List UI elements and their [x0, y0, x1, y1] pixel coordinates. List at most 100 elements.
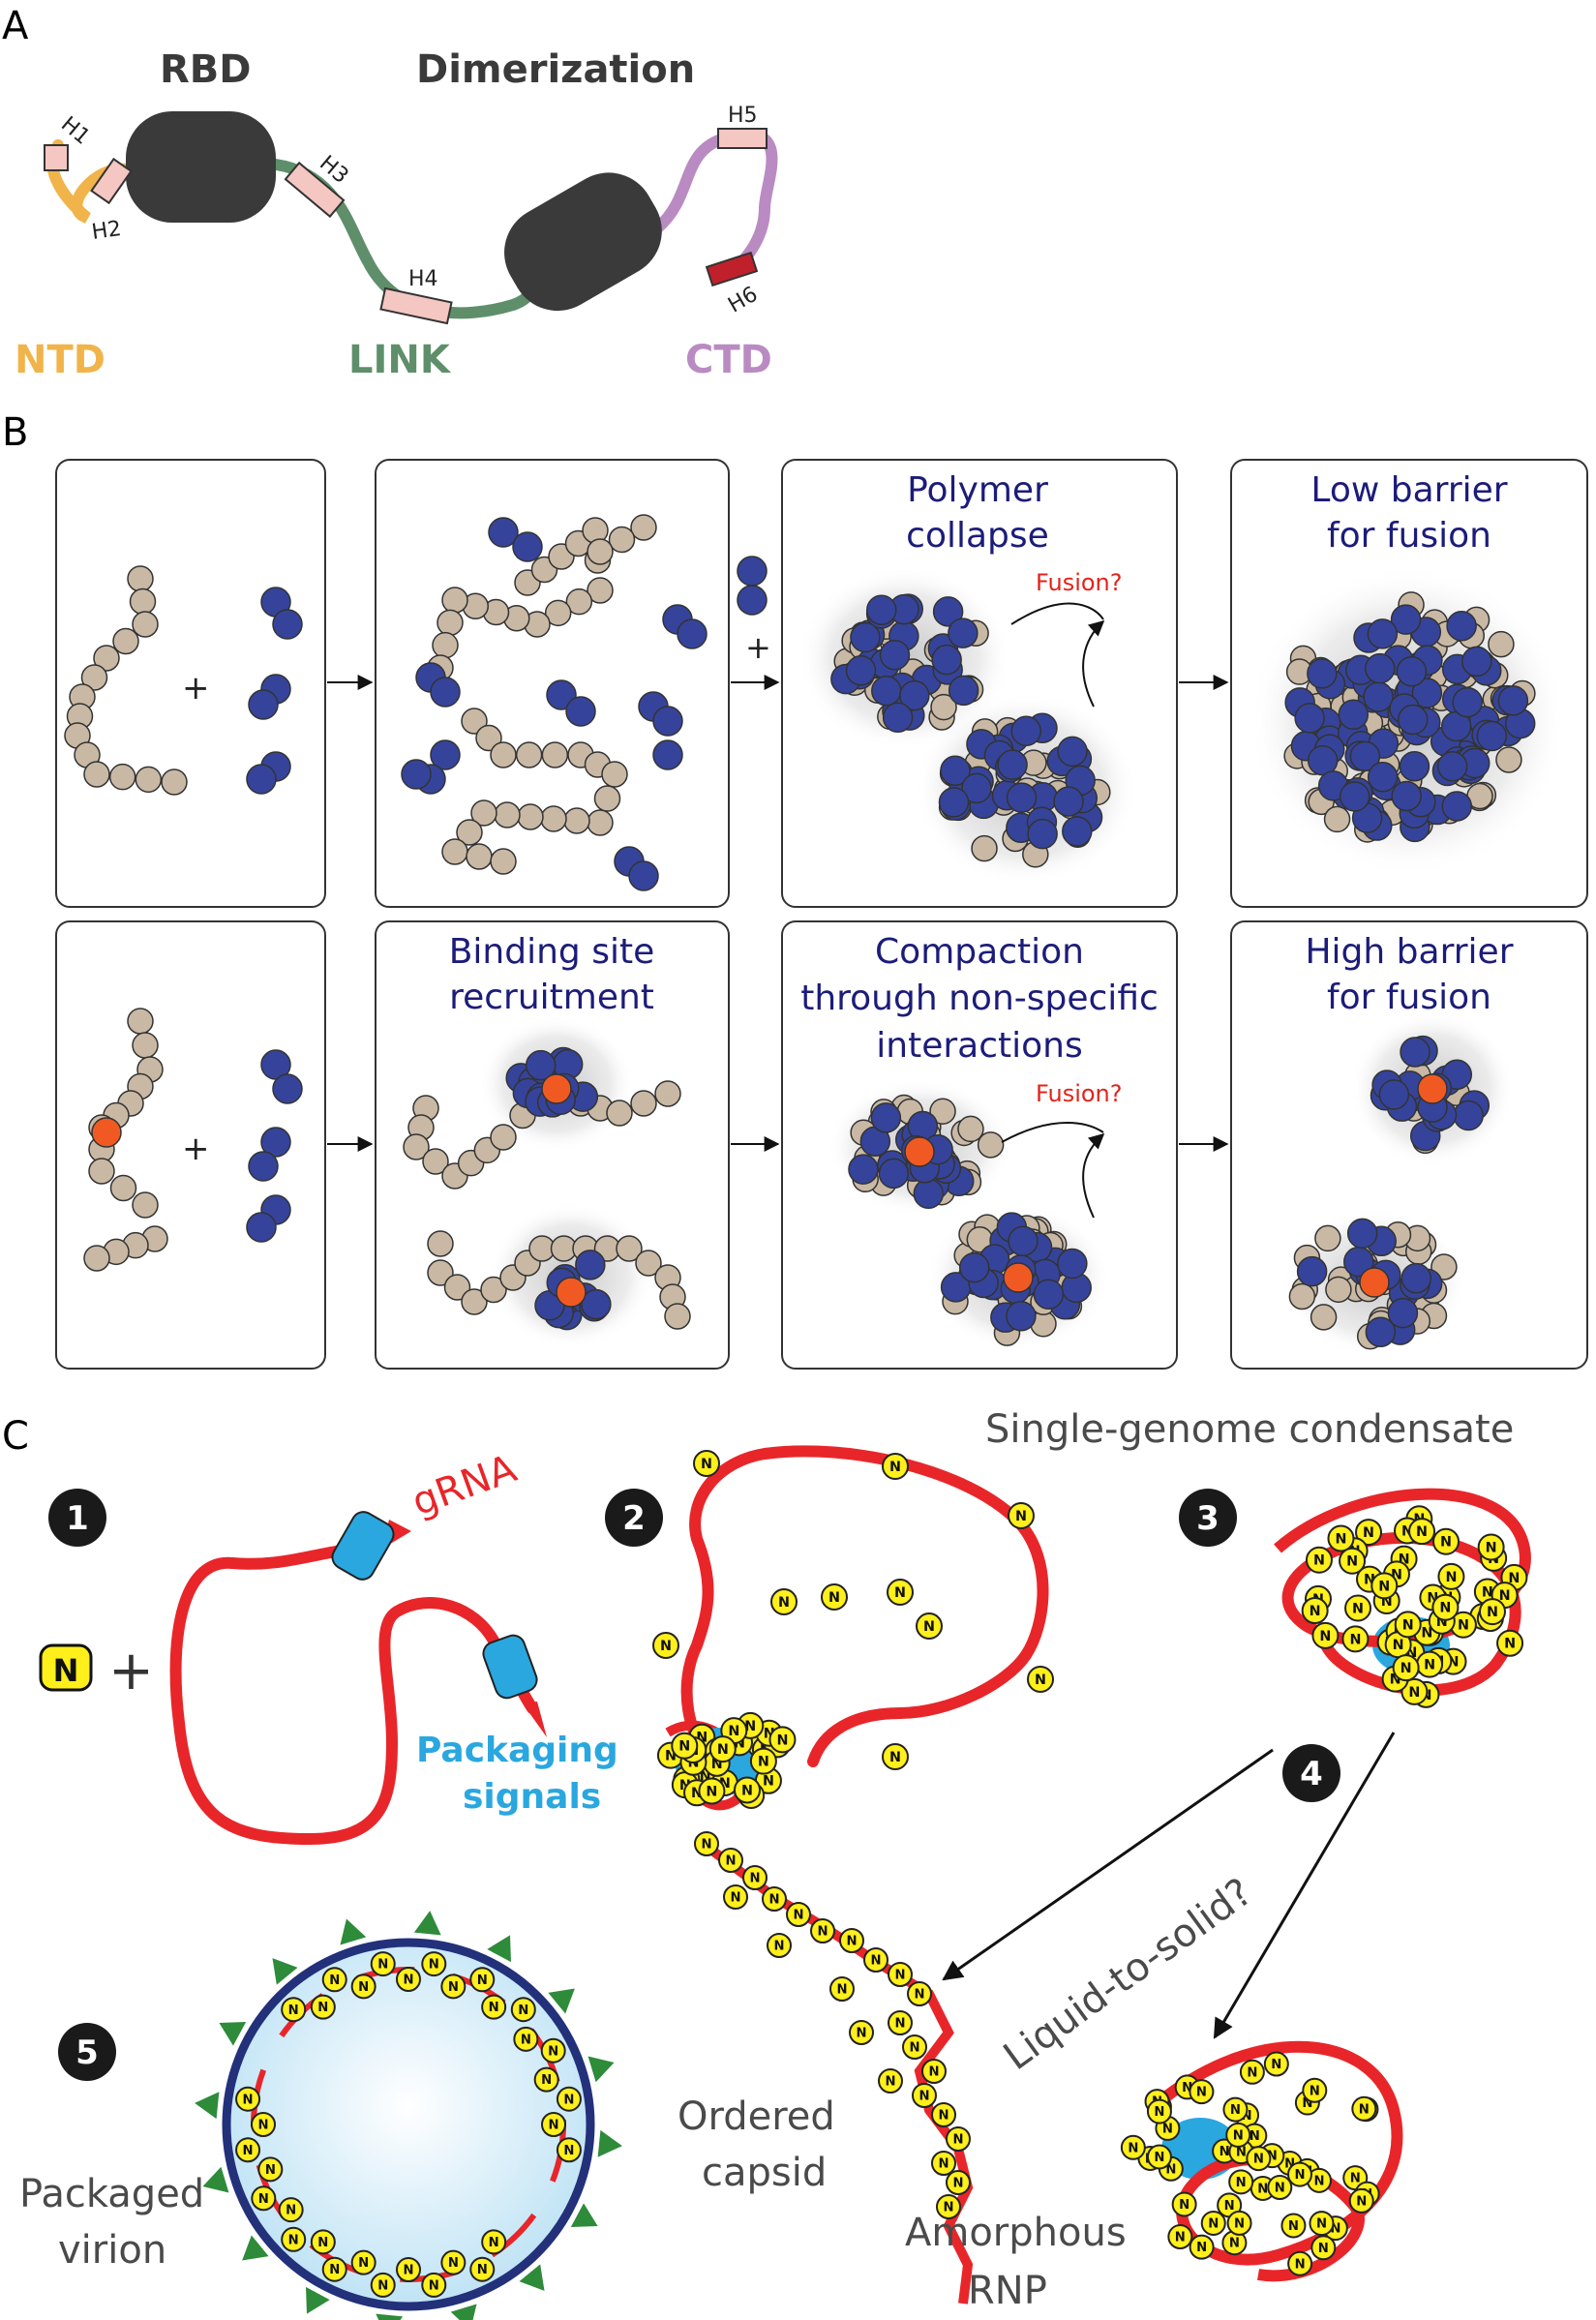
- n-protein: N: [936, 2194, 961, 2219]
- spike-protein: [306, 2286, 330, 2314]
- svg-text:N: N: [518, 2004, 528, 2018]
- n-protein: N: [770, 1588, 798, 1615]
- svg-text:N: N: [265, 2163, 276, 2178]
- svg-text:N: N: [1363, 1525, 1374, 1541]
- svg-text:N: N: [1179, 2198, 1189, 2213]
- rna-bead: [112, 627, 139, 655]
- svg-text:N: N: [1436, 1614, 1448, 1630]
- ctd-label: CTD: [685, 338, 772, 382]
- helix-h2: [90, 157, 133, 205]
- svg-text:N: N: [678, 1739, 690, 1755]
- n-protein: N: [1355, 1519, 1383, 1547]
- packaging-signals-label-2: signals: [463, 1777, 601, 1817]
- binding-site-title-2: recruitment: [449, 978, 654, 1017]
- n-protein: N: [370, 2272, 396, 2298]
- polymer-collapse-title-1: Polymer: [907, 470, 1048, 510]
- helix-h6: [705, 251, 759, 287]
- rna-bead: [930, 693, 957, 721]
- spike-protein: [587, 2056, 615, 2083]
- n-protein: N: [1351, 2095, 1377, 2122]
- svg-text:N: N: [521, 2033, 531, 2047]
- protein-bead: [1390, 604, 1422, 635]
- protein-bead: [1497, 685, 1529, 716]
- svg-text:N: N: [1310, 1604, 1321, 1619]
- n-protein: N: [829, 1976, 855, 2002]
- virion-envelope: [222, 1938, 595, 2311]
- rbd-domain: [126, 111, 276, 223]
- svg-text:N: N: [1405, 1645, 1417, 1661]
- n-protein: N: [912, 2083, 937, 2108]
- n-protein: N: [321, 2256, 347, 2282]
- rna-bead: [1495, 746, 1522, 773]
- svg-text:N: N: [1416, 1524, 1428, 1540]
- protein-bead: [1452, 686, 1483, 718]
- n-protein: N: [888, 1962, 913, 1987]
- n-protein: N: [1301, 1597, 1329, 1625]
- svg-text:N: N: [741, 1783, 753, 1798]
- svg-text:N: N: [489, 2001, 499, 2015]
- svg-text:N: N: [1253, 2153, 1264, 2167]
- svg-text:N: N: [701, 1457, 712, 1472]
- n-protein: N: [370, 1951, 396, 1977]
- svg-text:N: N: [952, 2133, 963, 2148]
- svg-text:N: N: [691, 1786, 703, 1801]
- svg-text:N: N: [1295, 2257, 1306, 2272]
- protein-bead: [565, 696, 596, 727]
- protein-bead: [488, 517, 519, 548]
- svg-text:N: N: [923, 1619, 935, 1635]
- step2-rna-loop: [680, 1445, 1049, 1767]
- svg-text:N: N: [1356, 2194, 1367, 2209]
- n-protein: N: [849, 2020, 874, 2045]
- rna-bead: [601, 761, 628, 788]
- box-r1-c1: [55, 459, 326, 908]
- svg-text:N: N: [489, 2236, 499, 2250]
- svg-text:N: N: [1230, 2103, 1241, 2118]
- n-protein: N: [1431, 1593, 1460, 1621]
- svg-text:N: N: [1378, 1579, 1390, 1594]
- protein-bead: [1027, 818, 1058, 850]
- protein-bead: [871, 675, 902, 707]
- svg-text:N: N: [665, 1749, 677, 1764]
- n-protein: N: [882, 1743, 909, 1770]
- n-protein: N: [821, 1583, 848, 1611]
- protein-bead: [845, 654, 877, 686]
- n-protein: N: [768, 1726, 797, 1754]
- protein-bead: [961, 772, 992, 804]
- protein-bead: [1365, 1316, 1397, 1347]
- protein-bead: [1033, 1279, 1065, 1310]
- svg-text:N: N: [706, 1784, 717, 1799]
- helix-h4-label: H4: [408, 267, 438, 291]
- rna-bead: [971, 834, 998, 862]
- svg-text:N: N: [563, 2093, 574, 2107]
- panel-b-label: B: [2, 410, 28, 455]
- n-protein: N: [1228, 2169, 1254, 2195]
- svg-text:N: N: [243, 2144, 254, 2158]
- n-protein: N: [863, 1947, 888, 1973]
- protein-domain-schematic: H1 H2 H3 H4 H5 H6 RBD Dimerization NTD L…: [15, 47, 778, 382]
- helix-h1: [44, 144, 69, 171]
- fusion-arrow-r1: [1010, 602, 1103, 708]
- svg-text:N: N: [1390, 1672, 1401, 1688]
- amorphous-rnp-label-1: Amorphous: [905, 2211, 1127, 2255]
- protein-bead: [248, 689, 279, 720]
- flow-arrows: [327, 675, 1229, 1152]
- protein-bead: [899, 679, 930, 711]
- svg-text:N: N: [477, 2263, 488, 2277]
- protein-bead: [1062, 816, 1093, 847]
- n-protein: N: [481, 1994, 507, 2020]
- rna-bead: [161, 768, 188, 796]
- spike-protein: [548, 1988, 575, 2014]
- rna-bead: [977, 1131, 1005, 1159]
- rna-bead: [490, 848, 517, 875]
- protein-bead: [850, 621, 881, 653]
- protein-bead: [1453, 1100, 1484, 1131]
- svg-text:N: N: [243, 2093, 254, 2107]
- rna-bead: [540, 805, 567, 832]
- protein-bead: [1006, 1300, 1037, 1332]
- rna-bead: [587, 577, 614, 604]
- binding-site-beads: [91, 1073, 1448, 1308]
- svg-text:N: N: [288, 2233, 299, 2247]
- svg-text:N: N: [1208, 2217, 1219, 2232]
- rna-bead: [88, 1158, 115, 1185]
